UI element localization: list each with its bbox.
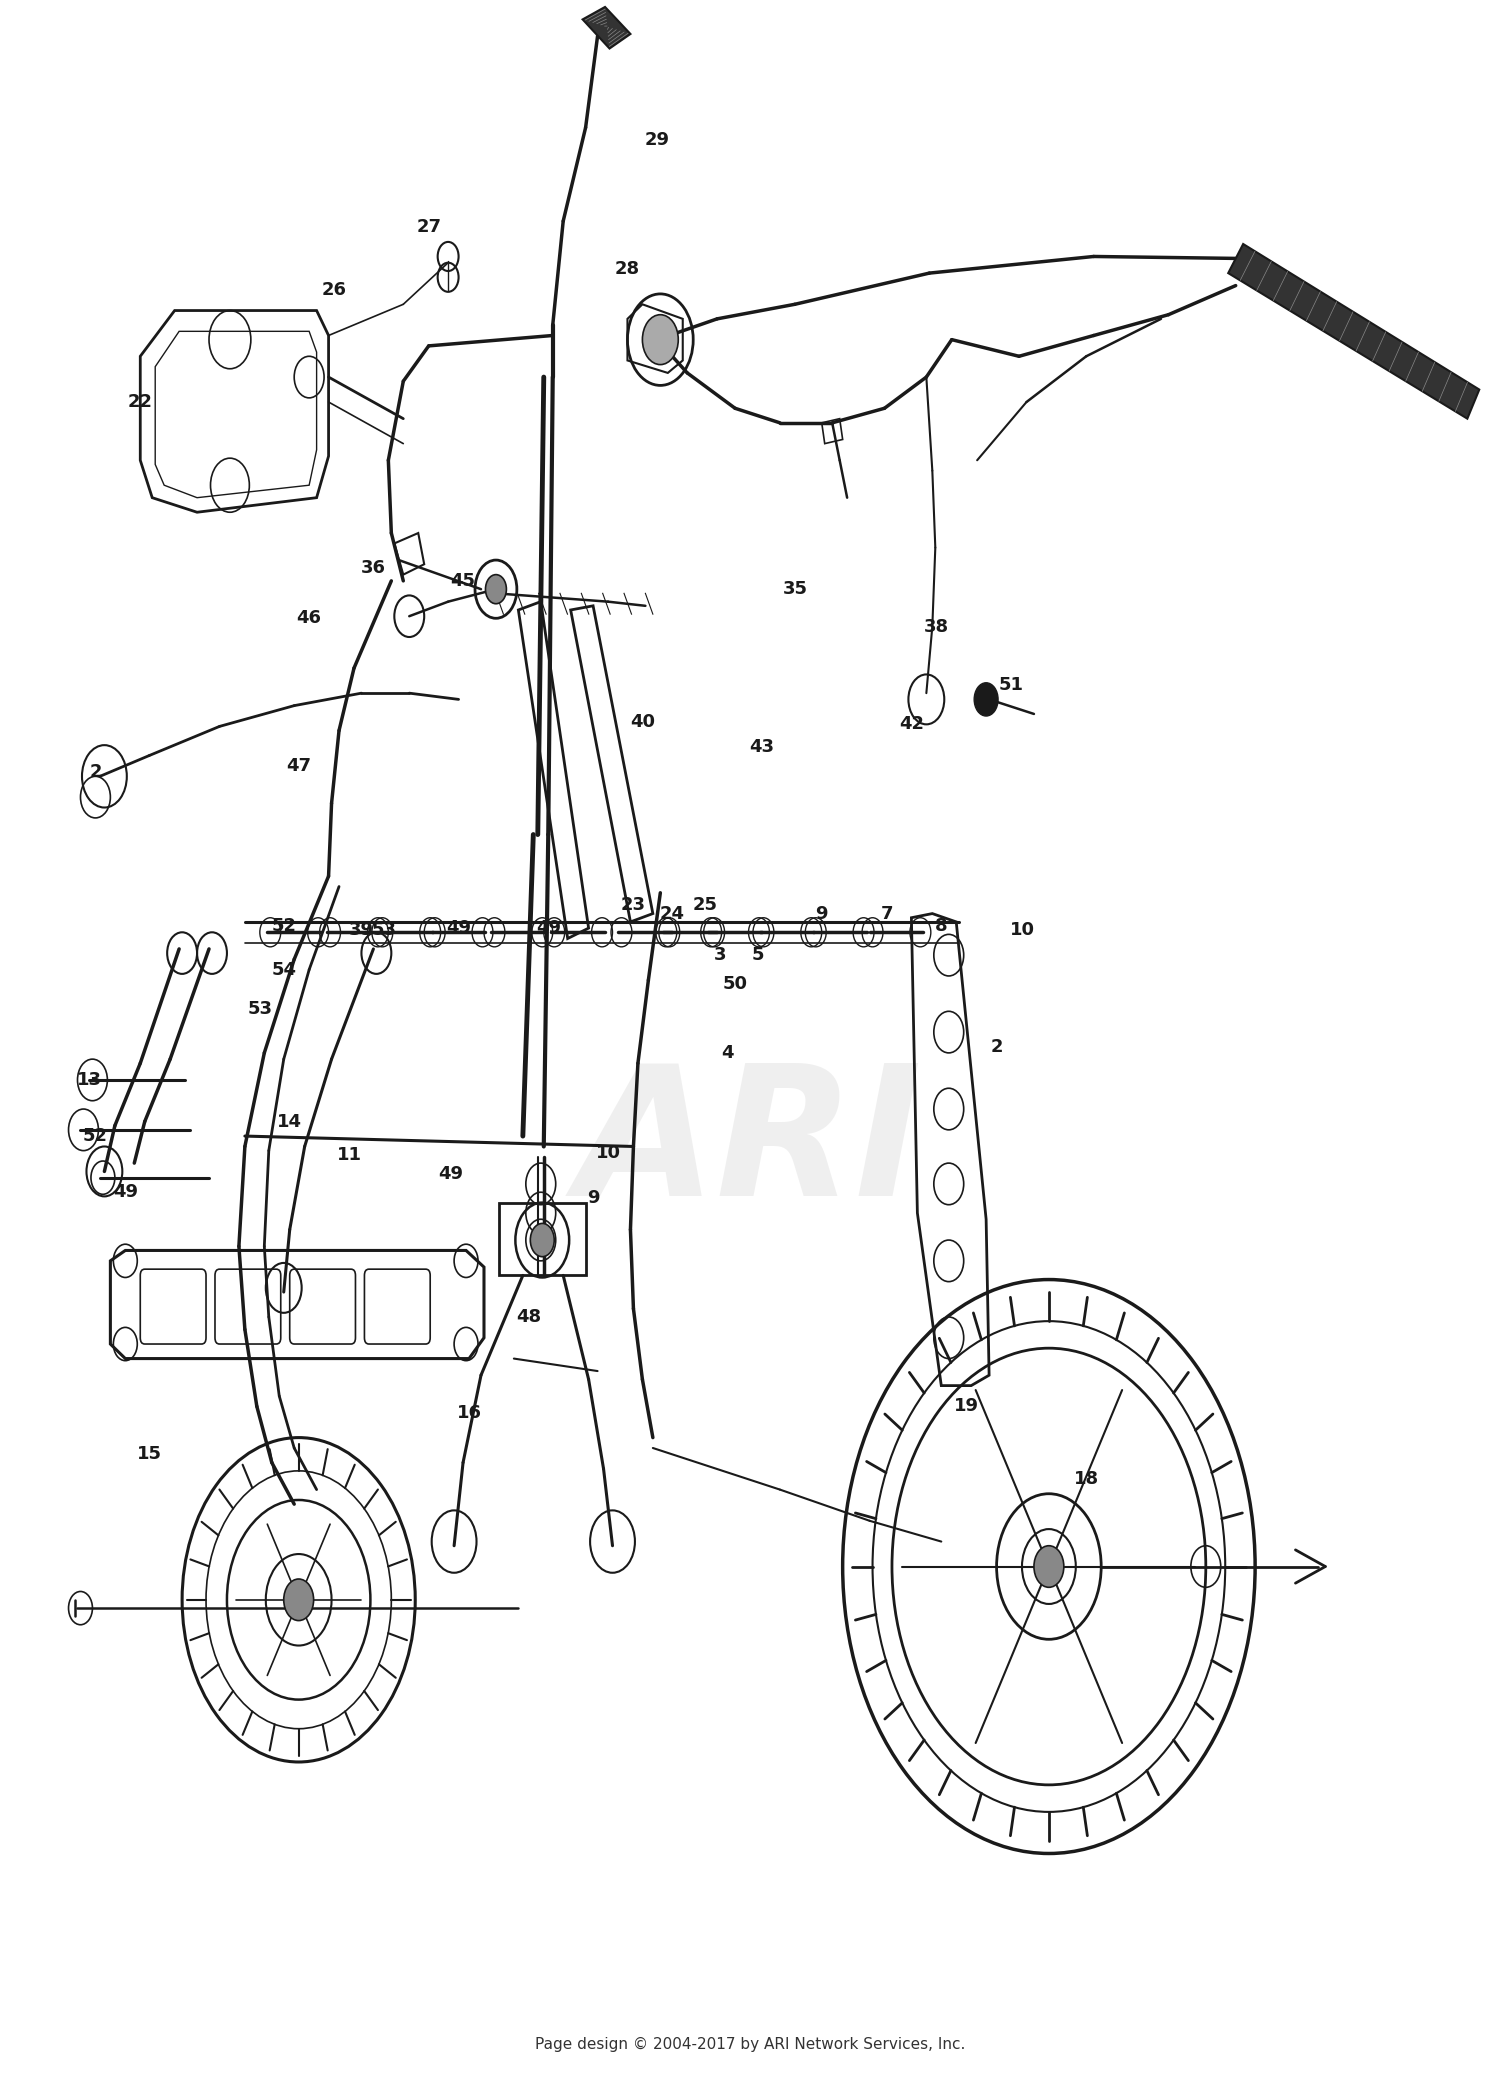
Text: 53: 53 bbox=[372, 922, 396, 938]
Text: 46: 46 bbox=[297, 609, 321, 628]
Text: 49: 49 bbox=[112, 1182, 138, 1201]
Text: 35: 35 bbox=[783, 580, 807, 598]
Text: 10: 10 bbox=[1010, 922, 1035, 938]
Text: 18: 18 bbox=[1074, 1470, 1100, 1489]
Text: 49: 49 bbox=[536, 919, 561, 936]
Circle shape bbox=[642, 315, 678, 365]
Circle shape bbox=[531, 1224, 554, 1257]
Text: 5: 5 bbox=[752, 947, 764, 963]
Text: 4: 4 bbox=[722, 1045, 734, 1061]
Text: 48: 48 bbox=[516, 1307, 542, 1326]
Text: 3: 3 bbox=[714, 947, 726, 963]
Text: 39: 39 bbox=[350, 922, 374, 938]
Text: 51: 51 bbox=[999, 676, 1024, 694]
Text: 14: 14 bbox=[278, 1113, 302, 1130]
Text: Page design © 2004-2017 by ARI Network Services, Inc.: Page design © 2004-2017 by ARI Network S… bbox=[536, 2037, 964, 2052]
Text: 29: 29 bbox=[645, 131, 670, 148]
Text: 2: 2 bbox=[88, 763, 102, 782]
Text: 54: 54 bbox=[272, 961, 296, 978]
Text: 40: 40 bbox=[630, 713, 656, 732]
Text: ARI: ARI bbox=[578, 1059, 922, 1234]
Text: 22: 22 bbox=[128, 394, 153, 411]
Text: 25: 25 bbox=[693, 897, 717, 913]
Text: 47: 47 bbox=[286, 757, 310, 776]
Text: 13: 13 bbox=[76, 1072, 102, 1088]
Text: 26: 26 bbox=[322, 281, 346, 298]
Polygon shape bbox=[582, 6, 630, 48]
Text: 42: 42 bbox=[898, 715, 924, 734]
Text: 19: 19 bbox=[954, 1397, 980, 1416]
Text: 11: 11 bbox=[338, 1147, 362, 1163]
Text: 52: 52 bbox=[82, 1128, 108, 1145]
Circle shape bbox=[284, 1578, 314, 1620]
Text: 24: 24 bbox=[660, 905, 686, 922]
Text: 9: 9 bbox=[586, 1188, 600, 1207]
Text: 10: 10 bbox=[596, 1145, 621, 1161]
Text: 52: 52 bbox=[272, 917, 296, 934]
Text: 49: 49 bbox=[438, 1166, 464, 1182]
Circle shape bbox=[1034, 1545, 1064, 1587]
Text: 23: 23 bbox=[621, 897, 646, 913]
Text: 50: 50 bbox=[723, 976, 747, 992]
Text: 53: 53 bbox=[248, 1001, 273, 1017]
Text: 15: 15 bbox=[136, 1445, 162, 1464]
Text: 28: 28 bbox=[615, 261, 640, 277]
Text: 43: 43 bbox=[750, 738, 774, 757]
Text: 8: 8 bbox=[934, 917, 948, 934]
Text: 9: 9 bbox=[816, 905, 828, 922]
Text: 36: 36 bbox=[362, 559, 386, 578]
Text: 38: 38 bbox=[924, 617, 950, 636]
Text: 7: 7 bbox=[880, 905, 894, 922]
Circle shape bbox=[974, 682, 998, 715]
Text: 2: 2 bbox=[990, 1038, 1004, 1055]
Text: 45: 45 bbox=[450, 571, 476, 590]
Polygon shape bbox=[1228, 244, 1479, 419]
Text: 27: 27 bbox=[416, 219, 441, 236]
Text: 16: 16 bbox=[456, 1403, 482, 1422]
Text: 49: 49 bbox=[446, 919, 471, 936]
Circle shape bbox=[486, 575, 507, 605]
